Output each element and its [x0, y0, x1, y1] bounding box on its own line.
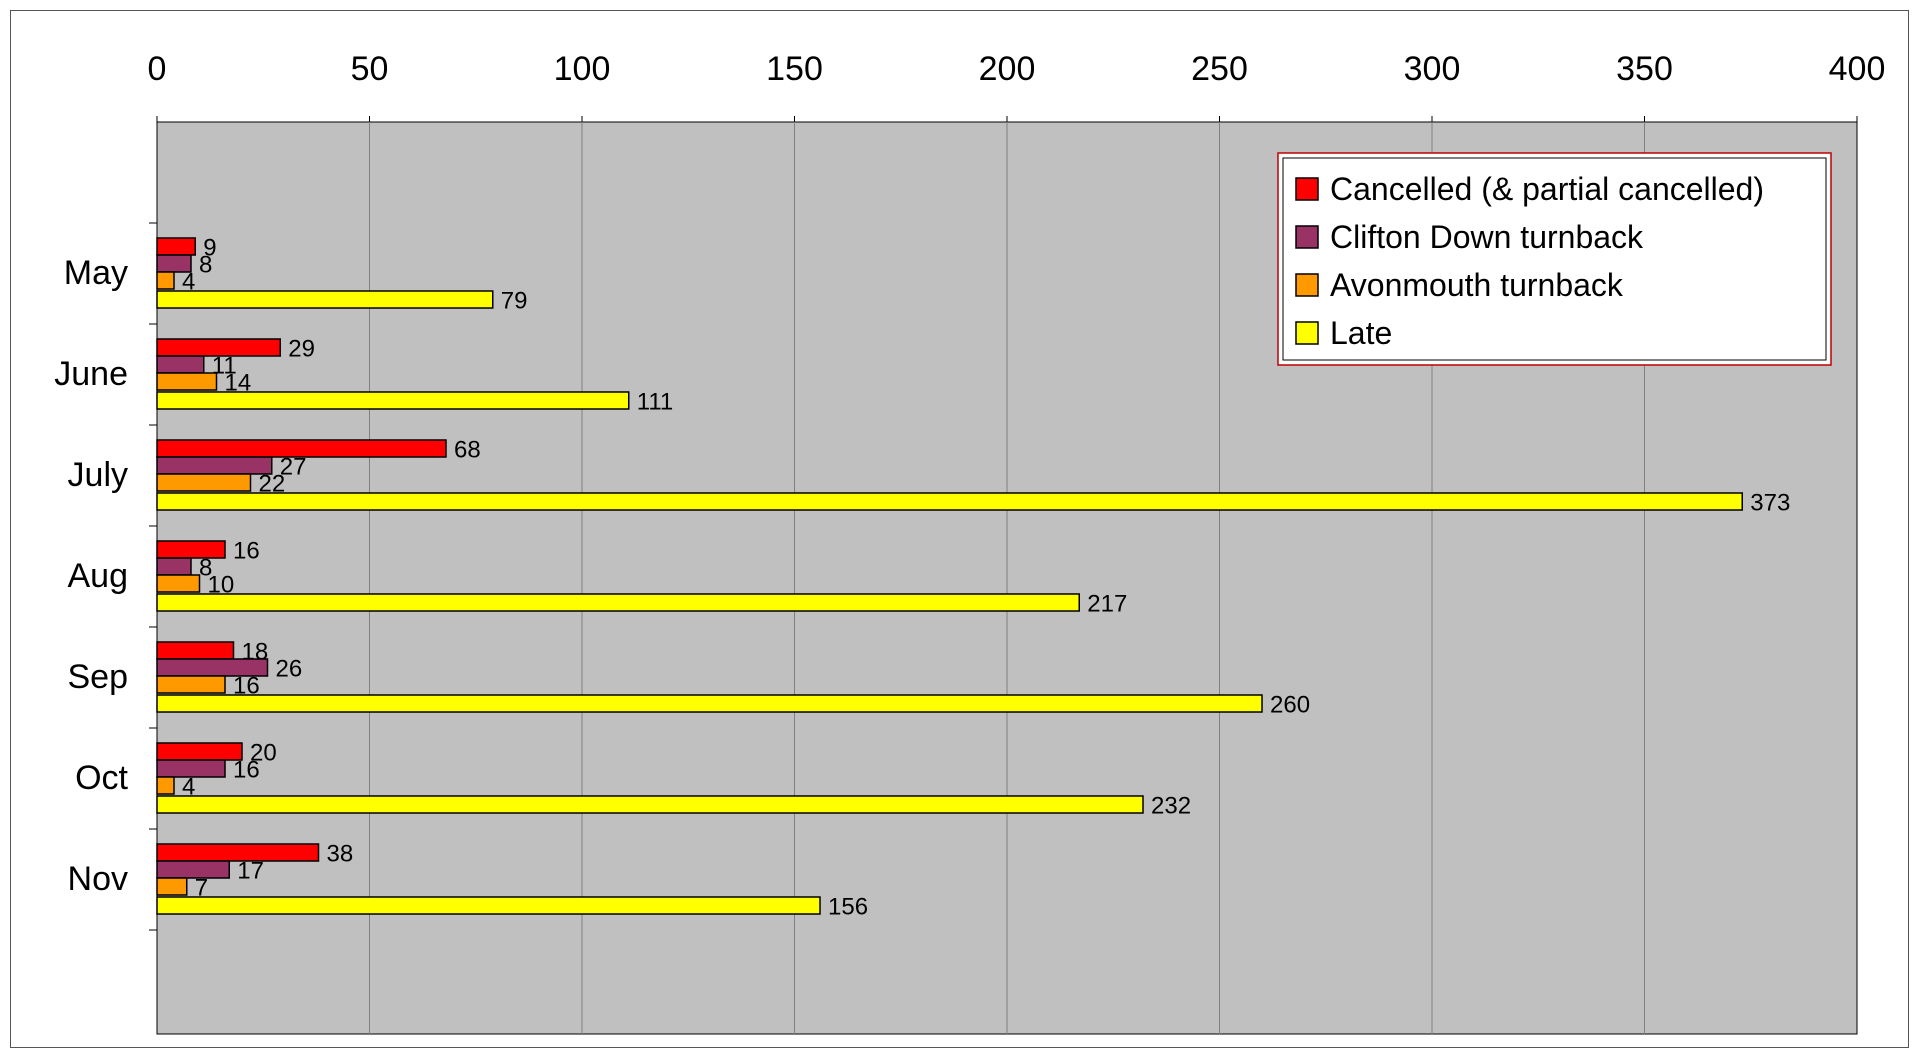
bar	[156, 271, 175, 290]
data-label: 29	[288, 336, 315, 363]
data-label: 217	[1087, 591, 1127, 618]
bar	[156, 290, 494, 309]
data-label: 68	[454, 437, 481, 464]
data-label: 11	[212, 353, 237, 380]
legend-label: Avonmouth turnback	[1330, 267, 1624, 303]
x-tick-label: 250	[1191, 50, 1248, 88]
bar	[156, 896, 821, 915]
bar	[156, 795, 1144, 814]
data-label: 79	[501, 288, 528, 315]
x-tick-label: 50	[351, 50, 389, 88]
bar	[156, 641, 235, 660]
bar	[156, 742, 243, 761]
category-label: July	[68, 456, 128, 494]
data-label: 260	[1270, 692, 1310, 719]
bar	[156, 877, 188, 896]
bar	[156, 391, 630, 410]
x-tick-label: 200	[979, 50, 1036, 88]
data-label: 111	[637, 389, 673, 416]
data-label: 16	[233, 673, 260, 700]
legend-swatch	[1295, 177, 1319, 201]
data-label: 26	[276, 656, 303, 683]
category-label: June	[54, 355, 128, 393]
data-label: 232	[1151, 793, 1191, 820]
bar	[156, 776, 175, 795]
x-axis: 0 50 100 150 200 250 300 350 400	[148, 50, 1886, 122]
x-tick-label: 400	[1829, 50, 1886, 88]
legend-swatch	[1295, 321, 1319, 345]
bars	[156, 237, 1743, 915]
data-label: 38	[327, 841, 354, 868]
legend-label: Late	[1330, 315, 1392, 351]
bar	[156, 759, 226, 778]
legend-inner-box	[1282, 157, 1827, 361]
legend-swatch	[1295, 225, 1319, 249]
data-label: 20	[250, 740, 277, 767]
category-label: Sep	[68, 658, 129, 696]
data-label: 14	[225, 370, 252, 397]
legend-label: Clifton Down turnback	[1330, 219, 1644, 255]
bar	[156, 355, 205, 374]
bar	[156, 473, 252, 492]
category-label: Nov	[68, 860, 128, 898]
data-labels: 9847929111411168272237316810217182616260…	[182, 235, 1790, 921]
bar	[156, 860, 230, 879]
data-label: 8	[199, 252, 212, 279]
data-label: 9	[203, 235, 216, 262]
bar	[156, 492, 1743, 511]
bar	[156, 372, 218, 391]
legend-box	[1277, 152, 1832, 366]
category-label: Aug	[68, 557, 129, 595]
x-tick-label: 150	[766, 50, 823, 88]
data-label: 156	[828, 894, 868, 921]
bar	[156, 843, 320, 862]
data-label: 22	[259, 471, 286, 498]
bar	[156, 540, 226, 559]
data-label: 8	[199, 555, 212, 582]
data-label: 4	[182, 269, 195, 296]
legend: Cancelled (& partial cancelled) Clifton D…	[1277, 152, 1832, 366]
data-label: 7	[195, 875, 208, 902]
data-label: 10	[208, 572, 235, 599]
bar	[156, 557, 192, 576]
category-label: May	[64, 254, 128, 292]
data-label: 18	[242, 639, 269, 666]
bar	[156, 694, 1263, 713]
data-label: 17	[237, 858, 264, 885]
legend-swatch	[1295, 273, 1319, 297]
data-label: 373	[1750, 490, 1790, 517]
data-label: 16	[233, 757, 260, 784]
bar	[156, 675, 226, 694]
bar	[156, 439, 447, 458]
bar	[156, 593, 1080, 612]
bar	[156, 338, 281, 357]
y-axis: May June July Aug Sep Oct Nov	[54, 222, 157, 931]
bar	[156, 237, 196, 256]
x-tick-label: 350	[1616, 50, 1673, 88]
data-label: 16	[233, 538, 260, 565]
category-label: Oct	[75, 759, 128, 797]
bar	[156, 456, 273, 475]
data-label: 4	[182, 774, 195, 801]
data-label: 27	[280, 454, 307, 481]
x-tick-label: 100	[554, 50, 611, 88]
x-tick-label: 300	[1404, 50, 1461, 88]
x-tick-label: 0	[148, 50, 167, 88]
legend-label: Cancelled (& partial cancelled)	[1330, 171, 1764, 207]
bar	[156, 574, 201, 593]
